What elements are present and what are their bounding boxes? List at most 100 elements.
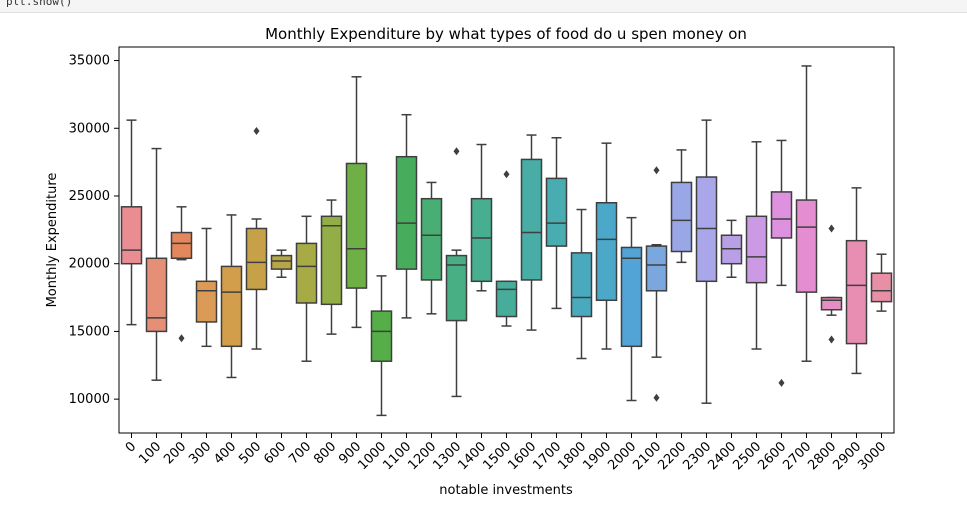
x-tick-label: 2100 xyxy=(630,439,664,473)
box-1500 xyxy=(495,170,518,327)
box-body xyxy=(445,254,468,322)
box-body xyxy=(520,158,543,281)
x-tick-label: 1900 xyxy=(580,439,614,473)
y-axis-label: Monthly Expenditure xyxy=(45,173,60,308)
x-tick-label: 1700 xyxy=(530,439,564,473)
x-tick-label: 1600 xyxy=(505,439,539,473)
x-tick-label: 2700 xyxy=(780,439,814,473)
box-600 xyxy=(270,249,293,278)
box-2800 xyxy=(820,224,843,344)
x-tick-label: 2600 xyxy=(755,439,789,473)
code-cell-strip[interactable]: plt.show() xyxy=(0,0,967,13)
box-2900 xyxy=(845,187,868,375)
box-700 xyxy=(295,215,318,362)
box-body xyxy=(870,272,893,303)
boxes-group xyxy=(120,65,893,417)
box-300 xyxy=(195,227,218,348)
box-1400 xyxy=(470,143,493,292)
outlier-point xyxy=(253,126,260,135)
x-tick-label: 200 xyxy=(161,439,189,467)
box-2600 xyxy=(770,139,793,387)
box-body xyxy=(770,191,793,239)
x-tick-label: 400 xyxy=(211,439,239,467)
box-3000 xyxy=(870,253,893,312)
box-body xyxy=(845,239,868,345)
y-tick-label: 30000 xyxy=(69,121,110,136)
box-body xyxy=(395,155,418,270)
outlier-point xyxy=(778,378,785,387)
box-1200 xyxy=(420,181,443,315)
box-400 xyxy=(220,214,243,379)
box-body xyxy=(220,265,243,348)
box-2300 xyxy=(695,119,718,404)
x-tick-label: 1000 xyxy=(355,439,389,473)
outlier-point xyxy=(453,147,460,156)
code-cell-text: plt.show() xyxy=(6,0,73,8)
box-1800 xyxy=(570,208,593,360)
plot-frame xyxy=(118,46,895,434)
box-2000 xyxy=(620,216,643,402)
chart-title: Monthly Expenditure by what types of foo… xyxy=(265,25,747,43)
outlier-point xyxy=(653,393,660,402)
box-1700 xyxy=(545,136,568,310)
y-tick-label: 10000 xyxy=(69,392,110,407)
box-body xyxy=(495,280,518,318)
x-tick-label: 1300 xyxy=(430,439,464,473)
box-2400 xyxy=(720,219,743,278)
x-tick-label: 700 xyxy=(286,439,314,467)
x-tick-label: 2200 xyxy=(655,439,689,473)
box-100 xyxy=(145,147,168,381)
y-tick-label: 20000 xyxy=(69,257,110,272)
x-axis-label: notable investments xyxy=(439,483,573,498)
outlier-point xyxy=(828,335,835,344)
x-tick-label: 1800 xyxy=(555,439,589,473)
x-tick-label: 1500 xyxy=(480,439,514,473)
x-tick-label: 0 xyxy=(123,439,139,455)
box-200 xyxy=(170,206,193,343)
y-axis: 10000 15000 20000 25000 30000 35000 xyxy=(69,54,119,407)
x-tick-label: 300 xyxy=(186,439,214,467)
box-body xyxy=(570,252,593,318)
box-body xyxy=(370,310,393,362)
x-tick-label: 100 xyxy=(136,439,164,467)
x-tick-label: 2900 xyxy=(830,439,864,473)
box-1000 xyxy=(370,275,393,417)
box-body xyxy=(170,231,193,260)
x-tick-label: 1400 xyxy=(455,439,489,473)
box-body xyxy=(145,257,168,333)
x-axis: 0100200300400500600700800900100011001200… xyxy=(123,433,889,473)
x-tick-label: 2400 xyxy=(705,439,739,473)
box-1100 xyxy=(395,113,418,319)
box-body xyxy=(270,254,293,270)
box-body xyxy=(345,162,368,289)
x-tick-label: 2000 xyxy=(605,439,639,473)
box-500 xyxy=(245,126,268,350)
x-tick-label: 1200 xyxy=(405,439,439,473)
outlier-point xyxy=(653,166,660,175)
x-tick-label: 2800 xyxy=(805,439,839,473)
box-1900 xyxy=(595,142,618,350)
box-body xyxy=(670,181,693,253)
box-2500 xyxy=(745,141,768,350)
box-body xyxy=(120,206,143,265)
x-tick-label: 1100 xyxy=(380,439,414,473)
y-tick-label: 15000 xyxy=(69,324,110,339)
box-1600 xyxy=(520,134,543,331)
box-body xyxy=(595,202,618,302)
box-800 xyxy=(320,199,343,335)
box-body xyxy=(295,242,318,304)
box-body xyxy=(820,296,843,311)
box-body xyxy=(320,215,343,306)
x-tick-label: 3000 xyxy=(855,439,889,473)
box-2100 xyxy=(645,166,668,402)
box-1300 xyxy=(445,147,468,398)
outlier-point xyxy=(828,224,835,233)
box-body xyxy=(470,197,493,283)
box-2700 xyxy=(795,65,818,362)
box-body xyxy=(195,280,218,323)
box-900 xyxy=(345,76,368,329)
box-body xyxy=(795,199,818,293)
box-body xyxy=(620,246,643,348)
outlier-point xyxy=(178,334,185,343)
